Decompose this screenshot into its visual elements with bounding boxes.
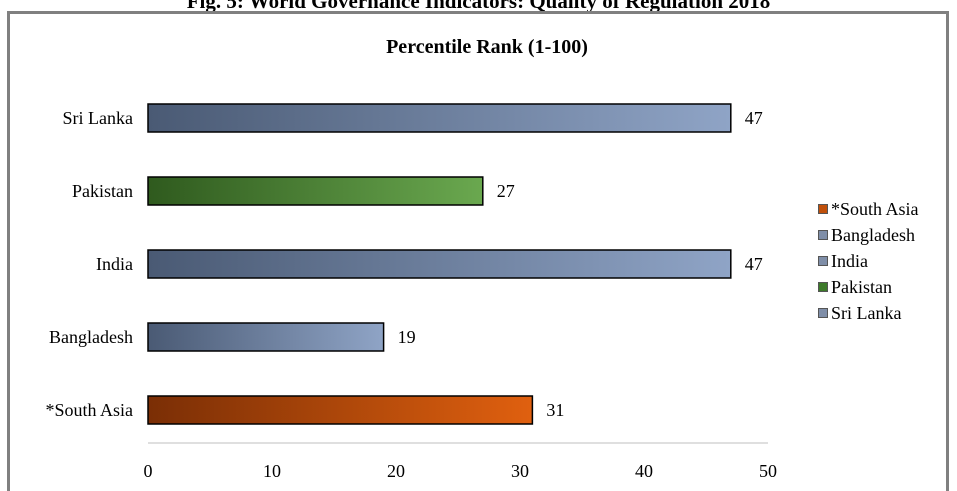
category-label-south-asia: *South Asia — [45, 400, 133, 420]
category-label-sri-lanka: Sri Lanka — [63, 108, 133, 128]
legend-label: Sri Lanka — [831, 302, 902, 323]
legend-swatch — [818, 204, 828, 214]
x-tick-50: 50 — [759, 461, 777, 481]
x-tick-20: 20 — [387, 461, 405, 481]
legend-swatch — [818, 256, 828, 266]
legend-item-bangladesh: Bangladesh — [818, 222, 919, 248]
legend-label: India — [831, 250, 868, 271]
x-tick-labels: 0 10 20 30 40 50 — [144, 461, 778, 481]
bar-bangladesh — [147, 322, 385, 352]
value-label-south-asia: 31 — [546, 400, 564, 420]
legend-swatch — [818, 230, 828, 240]
legend-label: *South Asia — [831, 198, 919, 219]
chart-legend: *South Asia Bangladesh India Pakistan Sri La… — [818, 196, 919, 326]
chart-title: Percentile Rank (1-100) — [386, 36, 588, 58]
legend-label: Bangladesh — [831, 224, 915, 245]
legend-item-india: India — [818, 248, 919, 274]
legend-item-pakistan: Pakistan — [818, 274, 919, 300]
legend-swatch — [818, 308, 828, 318]
x-tick-30: 30 — [511, 461, 529, 481]
category-label-bangladesh: Bangladesh — [49, 327, 133, 347]
x-tick-0: 0 — [144, 461, 153, 481]
value-label-india: 47 — [745, 254, 763, 274]
value-label-bangladesh: 19 — [398, 327, 416, 347]
x-tick-40: 40 — [635, 461, 653, 481]
bar-sri-lanka — [147, 103, 732, 133]
legend-item-sri-lanka: Sri Lanka — [818, 300, 919, 326]
category-label-pakistan: Pakistan — [72, 181, 133, 201]
legend-item-south-asia: *South Asia — [818, 196, 919, 222]
value-label-sri-lanka: 47 — [745, 108, 763, 128]
bar-india — [147, 249, 732, 279]
bar-south-asia — [147, 395, 534, 425]
legend-label: Pakistan — [831, 276, 892, 297]
bars-group: Sri Lanka 47 Pakistan 27 India 47 Bangladesh 19… — [45, 103, 763, 425]
bar-pakistan — [147, 176, 484, 206]
value-label-pakistan: 27 — [497, 181, 515, 201]
chart-frame — [7, 11, 949, 491]
x-tick-10: 10 — [263, 461, 281, 481]
figure-title: Fig. 5: World Governance Indicators: Qua… — [186, 0, 771, 13]
legend-swatch — [818, 282, 828, 292]
category-label-india: India — [96, 254, 133, 274]
